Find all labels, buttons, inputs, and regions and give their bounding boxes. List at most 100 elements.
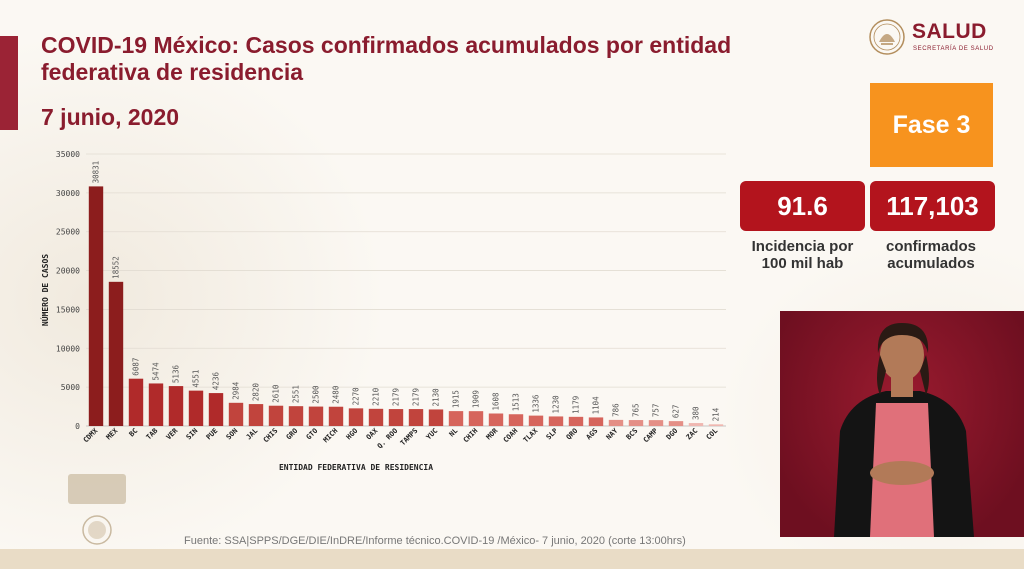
x-tick-label: COAH — [502, 427, 520, 445]
bar-pue — [208, 393, 224, 426]
bar-value-label: 2179 — [392, 388, 401, 406]
bar-jal — [248, 404, 264, 426]
brand-name: SALUD — [912, 20, 987, 43]
confirmed-label-line2: acumulados — [887, 255, 975, 272]
bar-value-label: 2480 — [332, 385, 341, 404]
x-tick-label: NL — [448, 427, 460, 439]
bar-slp — [548, 416, 564, 426]
bar-chih — [468, 411, 484, 426]
y-axis-label: NÚMERO DE CASOS — [39, 254, 50, 326]
x-tick-label: GTO — [305, 427, 320, 442]
bar-value-label: 1104 — [592, 396, 601, 415]
x-tick-label: VER — [165, 426, 180, 441]
bar-value-label: 4236 — [212, 372, 221, 391]
confirmed-value: 117,103 — [870, 181, 995, 231]
x-axis-label: ENTIDAD FEDERATIVA DE RESIDENCIA — [279, 463, 433, 472]
y-tick-label: 35000 — [56, 150, 80, 159]
salud-logo: SALUD SECRETARÍA DE SALUD — [868, 16, 998, 58]
bar-tamps — [408, 409, 424, 426]
x-tick-label: GRO — [285, 427, 300, 442]
bar-oax — [368, 408, 384, 426]
sign-language-video — [780, 311, 1024, 537]
y-tick-label: 15000 — [56, 305, 80, 314]
y-tick-label: 5000 — [61, 383, 80, 392]
x-tick-label: QRO — [565, 427, 580, 442]
source-note: Fuente: SSA|SPPS/DGE/DIE/InDRE/Informe t… — [184, 535, 686, 547]
bar-coah — [508, 414, 524, 426]
x-tick-label: SON — [225, 427, 240, 442]
x-tick-label: TAMPS — [399, 427, 420, 448]
x-tick-label: MEX — [105, 426, 120, 441]
bar-value-label: 5474 — [152, 362, 161, 381]
bar-mich — [328, 406, 344, 426]
x-tick-label: PUE — [205, 427, 220, 442]
x-tick-label: OAX — [365, 426, 380, 441]
bar-chis — [268, 405, 284, 426]
bar-value-label: 1915 — [452, 390, 461, 408]
x-tick-label: CAMP — [642, 427, 660, 445]
y-tick-label: 10000 — [56, 344, 80, 353]
bar-zac — [688, 423, 704, 426]
x-tick-label: COL — [705, 427, 720, 442]
bar-value-label: 4551 — [192, 370, 201, 388]
bar-camp — [648, 420, 664, 426]
bar-cdmx — [88, 186, 104, 426]
brand-subtitle: SECRETARÍA DE SALUD — [913, 46, 994, 52]
bar-sin — [188, 390, 204, 426]
bar-value-label: 2610 — [272, 384, 281, 403]
bar-value-label: 214 — [712, 407, 721, 421]
report-date: 7 junio, 2020 — [41, 104, 180, 130]
y-tick-label: 30000 — [56, 189, 80, 198]
bar-value-label: 2984 — [232, 381, 241, 400]
bar-value-label: 18552 — [112, 256, 121, 279]
bar-col — [708, 424, 724, 426]
bar-value-label: 1230 — [552, 395, 561, 414]
page-title: COVID-19 México: Casos confirmados acumu… — [41, 32, 732, 85]
bar-tab — [148, 383, 164, 426]
x-tick-label: CDMX — [82, 426, 100, 444]
interpreter-figure-icon — [834, 323, 974, 537]
x-tick-label: DGO — [665, 427, 680, 442]
bar-value-label: 765 — [632, 404, 641, 418]
bar-dgo — [668, 421, 684, 426]
bar-value-label: 2820 — [252, 383, 261, 402]
bar-hgo — [348, 408, 364, 426]
y-tick-label: 0 — [75, 422, 80, 431]
bar-value-label: 786 — [612, 403, 621, 417]
x-tick-label: NAY — [605, 426, 620, 441]
bar-nl — [448, 411, 464, 426]
bar-mor — [488, 413, 504, 426]
x-tick-label: Q. ROO — [376, 427, 400, 451]
bar-nay — [608, 419, 624, 426]
y-tick-label: 25000 — [56, 228, 80, 237]
x-tick-label: SIN — [185, 427, 200, 442]
bar-value-label: 2179 — [412, 388, 421, 406]
bar-value-label: 627 — [672, 405, 681, 419]
bar-value-label: 30831 — [92, 161, 101, 184]
x-tick-label: JAL — [245, 427, 260, 442]
x-tick-label: CHIS — [262, 427, 280, 445]
eagle-seal-icon — [869, 19, 905, 55]
incidence-label-line1: Incidencia por — [751, 238, 854, 255]
bar-value-label: 1336 — [532, 394, 541, 413]
bar-gro — [288, 406, 304, 426]
bar-son — [228, 402, 244, 426]
bar-tlax — [528, 415, 544, 426]
bar-mex — [108, 281, 124, 426]
bar-value-label: 1608 — [492, 392, 501, 411]
x-tick-label: HGO — [345, 427, 360, 442]
x-tick-label: CHIH — [462, 427, 480, 445]
bottom-strip — [0, 549, 1024, 569]
bar-qro — [568, 416, 584, 426]
x-tick-label: TAB — [145, 427, 160, 442]
phase-badge: Fase 3 — [870, 83, 993, 167]
bar-value-label: 5136 — [172, 365, 181, 384]
bar-value-label: 2270 — [352, 387, 361, 406]
bar-ver — [168, 386, 184, 426]
bar-value-label: 757 — [652, 404, 661, 418]
x-tick-label: BC — [128, 427, 140, 439]
x-tick-label: ZAC — [685, 427, 700, 442]
x-tick-label: TLAX — [522, 426, 540, 444]
confirmed-label-line1: confirmados — [885, 238, 976, 255]
bar-value-label: 2500 — [312, 385, 321, 404]
